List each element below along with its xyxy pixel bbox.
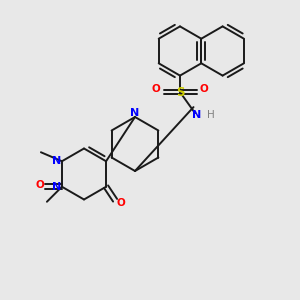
Text: O: O	[35, 180, 44, 190]
Text: O: O	[117, 198, 125, 208]
Text: O: O	[152, 84, 160, 94]
Text: H: H	[207, 110, 214, 120]
Text: N: N	[192, 110, 201, 120]
Text: N: N	[52, 182, 61, 192]
Text: O: O	[200, 84, 208, 94]
Text: N: N	[130, 108, 140, 118]
Text: N: N	[52, 156, 61, 166]
Text: S: S	[176, 85, 184, 99]
